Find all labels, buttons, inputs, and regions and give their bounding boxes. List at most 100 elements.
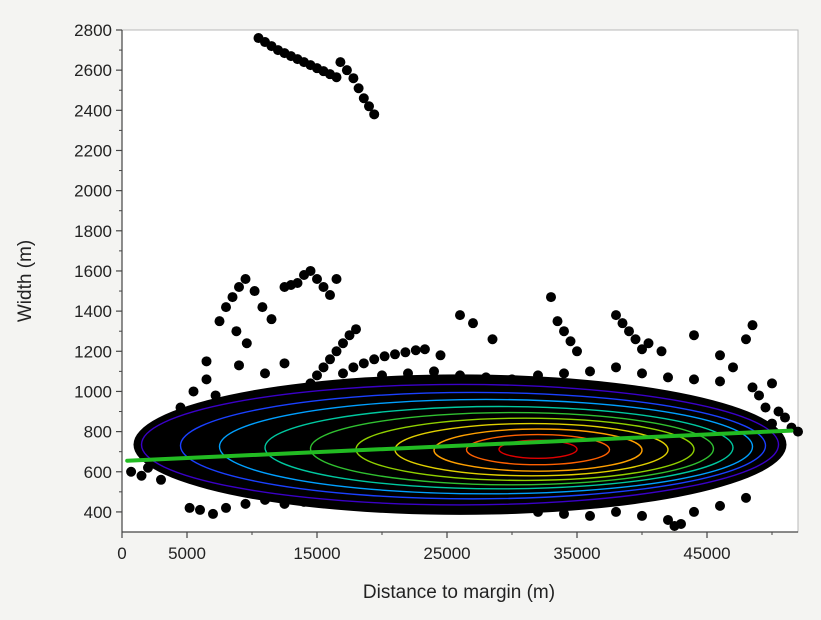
data-point [136, 470, 147, 481]
data-point [369, 109, 380, 120]
data-point [175, 428, 186, 439]
y-axis-title: Width (m) [15, 240, 36, 322]
data-point [351, 324, 361, 335]
data-point [773, 406, 784, 417]
density-contour [309, 411, 715, 486]
y-tick-label: 600 [84, 463, 112, 482]
data-point [325, 354, 335, 365]
data-point [572, 346, 582, 357]
data-point [331, 346, 342, 357]
x-tick-label: 15000 [293, 544, 340, 563]
data-point [617, 318, 628, 329]
data-point [338, 388, 348, 399]
data-point [419, 344, 430, 355]
data-point [780, 412, 790, 423]
data-point [331, 273, 342, 284]
data-point [533, 506, 543, 517]
data-point [377, 370, 387, 381]
density-contour [140, 383, 780, 506]
y-tick-label: 1200 [74, 342, 112, 361]
data-point [234, 282, 244, 293]
data-point [325, 290, 335, 301]
data-point [559, 508, 569, 519]
data-point [358, 93, 369, 104]
data-point [767, 418, 777, 429]
data-point [637, 510, 647, 521]
x-axis-title: Distance to margin (m) [363, 582, 555, 603]
data-point [689, 506, 699, 517]
density-contour [218, 398, 754, 495]
data-point [299, 496, 309, 507]
data-point [546, 292, 556, 303]
data-point [689, 374, 699, 385]
fit-line [125, 428, 794, 463]
y-tick-label: 2800 [74, 21, 112, 40]
data-point [221, 302, 231, 313]
data-point [455, 370, 465, 381]
data-point [231, 326, 242, 337]
data-point [611, 362, 621, 373]
data-point [487, 334, 498, 345]
data-point [143, 462, 153, 473]
fit-line-layer [125, 428, 794, 463]
data-point [754, 390, 764, 401]
data-point [468, 318, 478, 329]
data-point [390, 382, 400, 393]
data-point [249, 286, 260, 297]
data-point [279, 358, 290, 369]
data-point [126, 466, 137, 477]
data-point [611, 310, 621, 321]
data-point [760, 402, 771, 413]
x-tick-label: 25000 [423, 544, 470, 563]
data-point [455, 310, 465, 321]
data-point [630, 334, 641, 345]
data-point [767, 378, 777, 389]
data-point [715, 350, 725, 361]
data-point [241, 338, 252, 349]
data-point [364, 101, 374, 112]
data-point [353, 83, 364, 94]
data-point [507, 502, 517, 513]
data-point [656, 346, 667, 357]
data-point [240, 273, 251, 284]
data-point [247, 406, 257, 417]
data-point [234, 360, 244, 371]
data-point [643, 338, 654, 349]
data-point [429, 366, 439, 377]
data-point [257, 302, 268, 313]
axes-layer: 400 600 800 1000 1200 1400 1600 1800 2000 2200 240… [74, 21, 798, 563]
data-point [331, 72, 342, 83]
y-tick-label: 1400 [74, 302, 112, 321]
density-contour-layer [140, 383, 780, 506]
x-tick-label: 45000 [683, 544, 730, 563]
data-point [260, 494, 270, 505]
data-point [341, 65, 352, 76]
data-point [715, 376, 725, 387]
data-point [338, 338, 348, 349]
data-point [552, 316, 563, 327]
data-point [747, 320, 758, 331]
data-point [188, 422, 199, 433]
data-point [741, 492, 751, 503]
data-point [210, 390, 221, 401]
data-point [162, 434, 173, 445]
data-point [793, 426, 803, 437]
data-point [403, 368, 413, 379]
data-point [260, 368, 270, 379]
data-point [208, 508, 218, 519]
data-point [637, 344, 647, 355]
y-tick-label: 2400 [74, 101, 112, 120]
data-point [358, 358, 369, 369]
data-point [312, 390, 322, 401]
data-point [292, 278, 303, 289]
data-point [221, 502, 231, 513]
data-point [156, 474, 166, 485]
data-point [481, 372, 491, 383]
data-point [416, 382, 426, 393]
data-point [240, 498, 251, 509]
density-contour [465, 433, 611, 466]
data-point [175, 402, 186, 413]
density-contour [179, 391, 767, 500]
